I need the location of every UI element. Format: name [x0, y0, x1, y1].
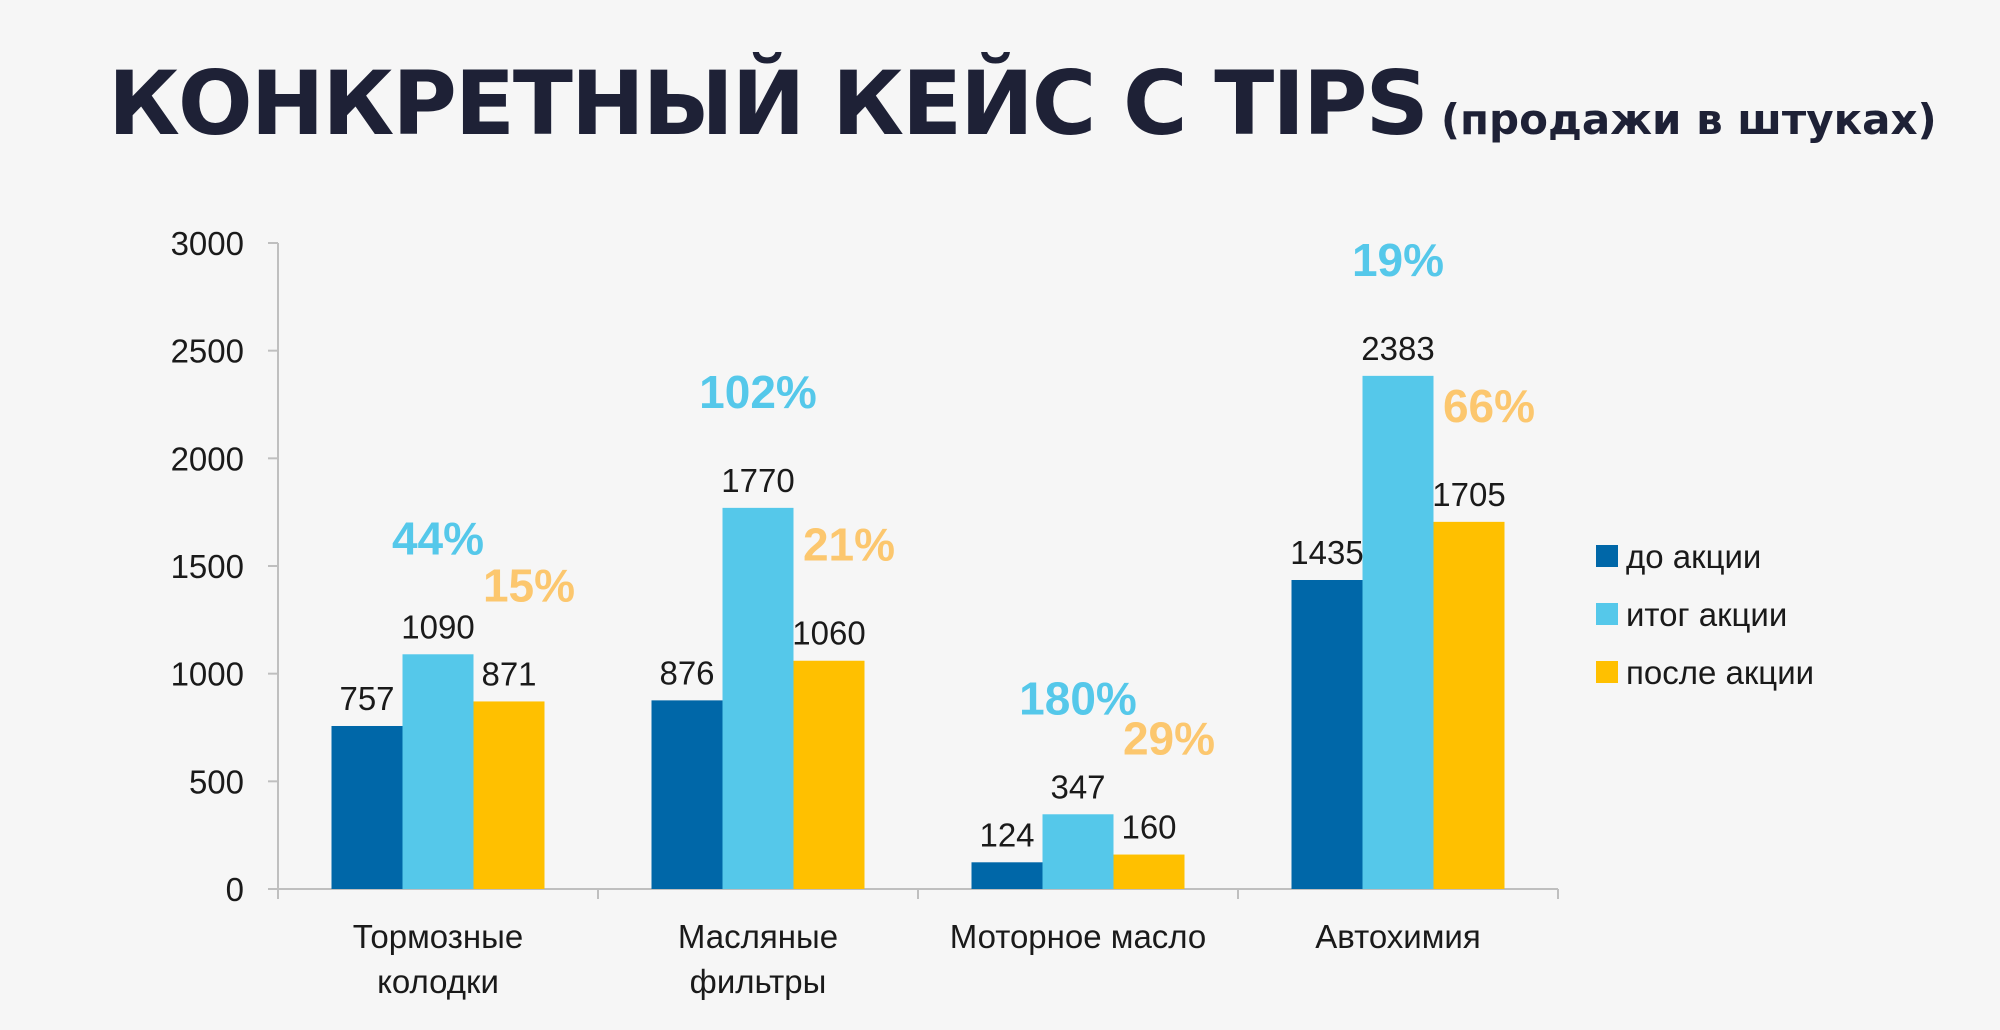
data-label: 1060 — [792, 615, 865, 652]
data-label: 757 — [339, 680, 394, 717]
y-tick-label: 3000 — [171, 225, 244, 262]
x-tick-label: колодки — [377, 963, 499, 1000]
y-tick-label: 0 — [226, 871, 244, 908]
legend-swatch — [1596, 603, 1618, 625]
bar — [1433, 521, 1505, 889]
bar — [793, 660, 865, 889]
y-tick-label: 2500 — [171, 333, 244, 370]
data-label: 1770 — [721, 462, 794, 499]
x-tick-label: Тормозные — [353, 918, 523, 955]
bar — [1113, 854, 1185, 889]
title-subtitle: (продажи в штуках) — [1440, 95, 1937, 144]
data-label: 2383 — [1361, 330, 1434, 367]
bar — [402, 654, 474, 889]
bar — [971, 862, 1043, 889]
data-label: 1435 — [1290, 534, 1363, 571]
growth-label-itog: 180% — [1019, 672, 1137, 724]
growth-label-posle: 15% — [483, 559, 575, 611]
data-label: 1090 — [401, 608, 474, 645]
data-label: 871 — [481, 655, 536, 692]
growth-label-itog: 44% — [392, 512, 484, 564]
data-label: 1705 — [1432, 476, 1505, 513]
data-label: 124 — [979, 816, 1034, 853]
data-label: 160 — [1121, 809, 1176, 846]
legend-swatch — [1596, 661, 1618, 683]
bar — [651, 700, 723, 889]
x-tick-label: фильтры — [690, 963, 827, 1000]
growth-label-posle: 66% — [1443, 380, 1535, 432]
x-tick-label: Моторное масло — [950, 918, 1207, 955]
legend-label: до акции — [1626, 538, 1761, 575]
data-label: 347 — [1050, 768, 1105, 805]
growth-label-itog: 19% — [1352, 234, 1444, 286]
bar — [1042, 814, 1114, 889]
legend-label: после акции — [1626, 654, 1814, 691]
legend-swatch — [1596, 545, 1618, 567]
y-tick-label: 2000 — [171, 440, 244, 477]
growth-label-itog: 102% — [699, 366, 817, 418]
bar — [722, 507, 794, 889]
page-title: КОНКРЕТНЫЙ КЕЙС С TIPS (продажи в штуках) — [108, 52, 1937, 155]
growth-label-posle: 29% — [1123, 713, 1215, 765]
bar — [1291, 579, 1363, 889]
y-tick-label: 1000 — [171, 656, 244, 693]
bar — [473, 701, 545, 889]
x-tick-label: Автохимия — [1315, 918, 1480, 955]
x-tick-label: Масляные — [678, 918, 838, 955]
data-label: 876 — [659, 654, 714, 691]
bar — [331, 725, 403, 889]
growth-label-posle: 21% — [803, 519, 895, 571]
y-tick-label: 500 — [189, 763, 244, 800]
bar — [1362, 375, 1434, 889]
title-main: КОНКРЕТНЫЙ КЕЙС С TIPS — [108, 52, 1429, 155]
y-tick-label: 1500 — [171, 548, 244, 585]
legend-label: итог акции — [1626, 596, 1787, 633]
